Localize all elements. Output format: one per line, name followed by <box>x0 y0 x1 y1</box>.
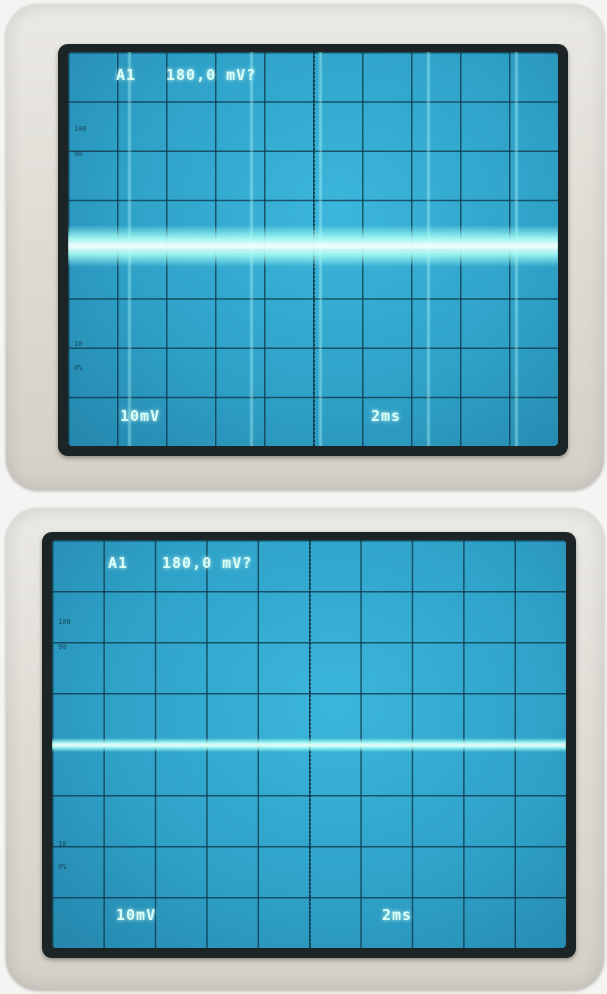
screen-frame-bottom: 100 90 10 0% A1 180,0 mV? 10mV 2ms <box>42 532 576 958</box>
volts-per-div-readout: 10mV <box>116 906 156 924</box>
tick-label: 10 <box>74 340 82 348</box>
tick-label: 0% <box>74 364 82 372</box>
tick-label: 0% <box>58 863 66 871</box>
volts-per-div-readout: 10mV <box>120 407 160 425</box>
trigger-channel-label: A1 <box>108 554 128 572</box>
tick-label: 90 <box>58 643 66 651</box>
time-per-div-readout: 2ms <box>371 407 401 425</box>
trigger-level-readout: 180,0 mV? <box>162 554 252 572</box>
tick-label: 90 <box>74 150 82 158</box>
tick-label: 100 <box>74 125 87 133</box>
oscilloscope-bezel-bottom: 100 90 10 0% A1 180,0 mV? 10mV 2ms <box>6 508 604 990</box>
trigger-channel-label: A1 <box>116 66 136 84</box>
oscilloscope-screen-top: 100 90 10 0% A1 180,0 mV? 10mV 2ms <box>68 52 558 446</box>
screen-frame-top: 100 90 10 0% A1 180,0 mV? 10mV 2ms <box>58 44 568 456</box>
signal-trace <box>52 738 566 752</box>
time-per-div-readout: 2ms <box>382 906 412 924</box>
oscilloscope-screen-bottom: 100 90 10 0% A1 180,0 mV? 10mV 2ms <box>52 540 566 948</box>
trigger-level-readout: 180,0 mV? <box>166 66 256 84</box>
oscilloscope-bezel-top: 100 90 10 0% A1 180,0 mV? 10mV 2ms <box>6 4 604 490</box>
tick-label: 100 <box>58 618 71 626</box>
tick-label: 10 <box>58 840 66 848</box>
signal-trace <box>68 225 558 267</box>
